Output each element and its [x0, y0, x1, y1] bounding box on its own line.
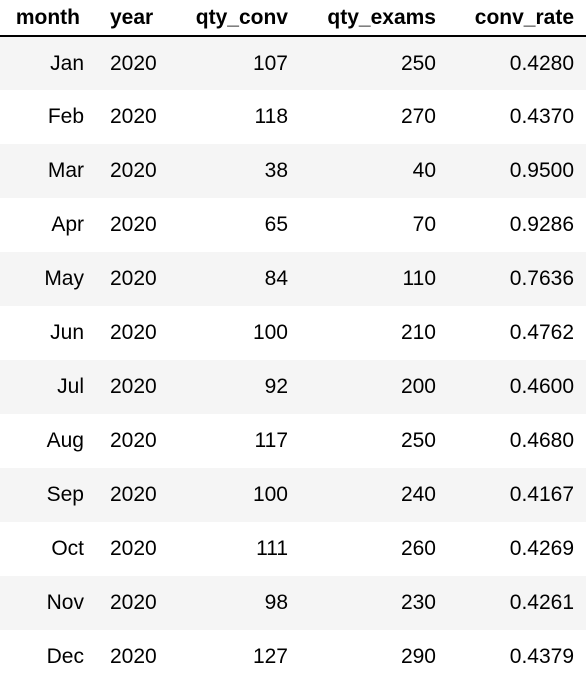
month-cell: Jan	[50, 51, 84, 75]
month-cell: Dec	[46, 645, 84, 668]
qty-conv-cell: 98	[264, 591, 288, 614]
conv-rate-cell: 0.4762	[509, 321, 574, 344]
table-row: Nov 2020 98 230 0.4261	[0, 576, 586, 630]
month-cell: Mar	[47, 159, 84, 182]
table-header: month year qty_conv qty_exams conv_rate	[0, 0, 586, 37]
table-row: Sep 2020 100 240 0.4167	[0, 468, 586, 522]
qty-exams-cell: 40	[412, 159, 436, 182]
qty-exams-cell: 270	[400, 105, 436, 128]
conv-rate-cell: 0.4600	[509, 375, 574, 398]
month-cell: Nov	[46, 591, 84, 614]
qty-conv-cell: 107	[252, 51, 288, 75]
table-row: Dec 2020 127 290 0.4379	[0, 630, 586, 684]
conv-rate-cell: 0.9286	[509, 213, 574, 236]
column-header-qty-conv: qty_conv	[172, 0, 300, 37]
year-cell: 2020	[110, 213, 157, 236]
qty-exams-cell: 250	[400, 429, 436, 452]
conv-rate-cell: 0.4379	[509, 645, 574, 668]
table-row: Mar 2020 38 40 0.9500	[0, 144, 586, 198]
qty-exams-cell: 290	[400, 645, 436, 668]
header-row: month year qty_conv qty_exams conv_rate	[0, 0, 586, 37]
month-cell: Feb	[47, 105, 84, 128]
column-header-conv-rate: conv_rate	[448, 0, 586, 37]
year-cell: 2020	[110, 591, 157, 614]
year-cell: 2020	[110, 645, 157, 668]
qty-conv-cell: 127	[252, 645, 288, 668]
table-row: Jan 2020 107 250 0.4280	[0, 36, 586, 90]
qty-exams-cell: 210	[400, 321, 436, 344]
year-cell: 2020	[110, 105, 157, 128]
table-row: Jun 2020 100 210 0.4762	[0, 306, 586, 360]
table-body: Jan 2020 107 250 0.4280 Feb 2020 118 270 0.4370 Ma…	[0, 36, 586, 684]
conv-rate-cell: 0.4167	[509, 483, 574, 506]
qty-exams-cell: 260	[400, 537, 436, 560]
month-cell: Aug	[46, 429, 84, 452]
table-row: May 2020 84 110 0.7636	[0, 252, 586, 306]
table-row: Apr 2020 65 70 0.9286	[0, 198, 586, 252]
year-cell: 2020	[110, 51, 157, 75]
month-cell: Oct	[51, 537, 84, 560]
column-header-qty-exams: qty_exams	[300, 0, 448, 37]
month-cell: May	[44, 267, 84, 290]
table-row: Oct 2020 111 260 0.4269	[0, 522, 586, 576]
year-cell: 2020	[110, 267, 157, 290]
year-cell: 2020	[110, 375, 157, 398]
conv-rate-cell: 0.4680	[509, 429, 574, 452]
qty-conv-cell: 38	[264, 159, 288, 182]
qty-exams-cell: 110	[402, 267, 436, 290]
year-cell: 2020	[110, 429, 157, 452]
month-cell: Jun	[50, 321, 84, 344]
qty-conv-cell: 65	[264, 213, 288, 236]
qty-exams-cell: 70	[412, 213, 436, 236]
month-cell: Jul	[57, 375, 84, 398]
qty-conv-cell: 100	[252, 483, 288, 506]
year-cell: 2020	[110, 537, 157, 560]
qty-exams-cell: 230	[400, 591, 436, 614]
column-header-year: year	[92, 0, 172, 37]
year-cell: 2020	[110, 321, 157, 344]
year-cell: 2020	[110, 159, 157, 182]
conv-rate-cell: 0.7636	[509, 267, 574, 290]
table-row: Feb 2020 118 270 0.4370	[0, 90, 586, 144]
conv-rate-cell: 0.4261	[509, 591, 574, 614]
month-cell: Sep	[46, 483, 84, 506]
year-cell: 2020	[110, 483, 157, 506]
qty-exams-cell: 240	[400, 483, 436, 506]
qty-conv-cell: 117	[254, 429, 288, 452]
conv-rate-cell: 0.9500	[509, 159, 574, 182]
table-row: Aug 2020 117 250 0.4680	[0, 414, 586, 468]
qty-conv-cell: 100	[252, 321, 288, 344]
conv-rate-cell: 0.4370	[509, 105, 574, 128]
qty-conv-cell: 111	[256, 537, 288, 560]
month-cell: Apr	[51, 213, 84, 236]
qty-conv-cell: 92	[264, 375, 288, 398]
qty-exams-cell: 200	[400, 375, 436, 398]
column-header-month: month	[0, 0, 92, 37]
conv-rate-cell: 0.4280	[509, 51, 574, 75]
qty-conv-cell: 84	[264, 267, 288, 290]
qty-conv-cell: 118	[254, 105, 288, 128]
table-row: Jul 2020 92 200 0.4600	[0, 360, 586, 414]
conv-rate-cell: 0.4269	[509, 537, 574, 560]
qty-exams-cell: 250	[400, 51, 436, 75]
